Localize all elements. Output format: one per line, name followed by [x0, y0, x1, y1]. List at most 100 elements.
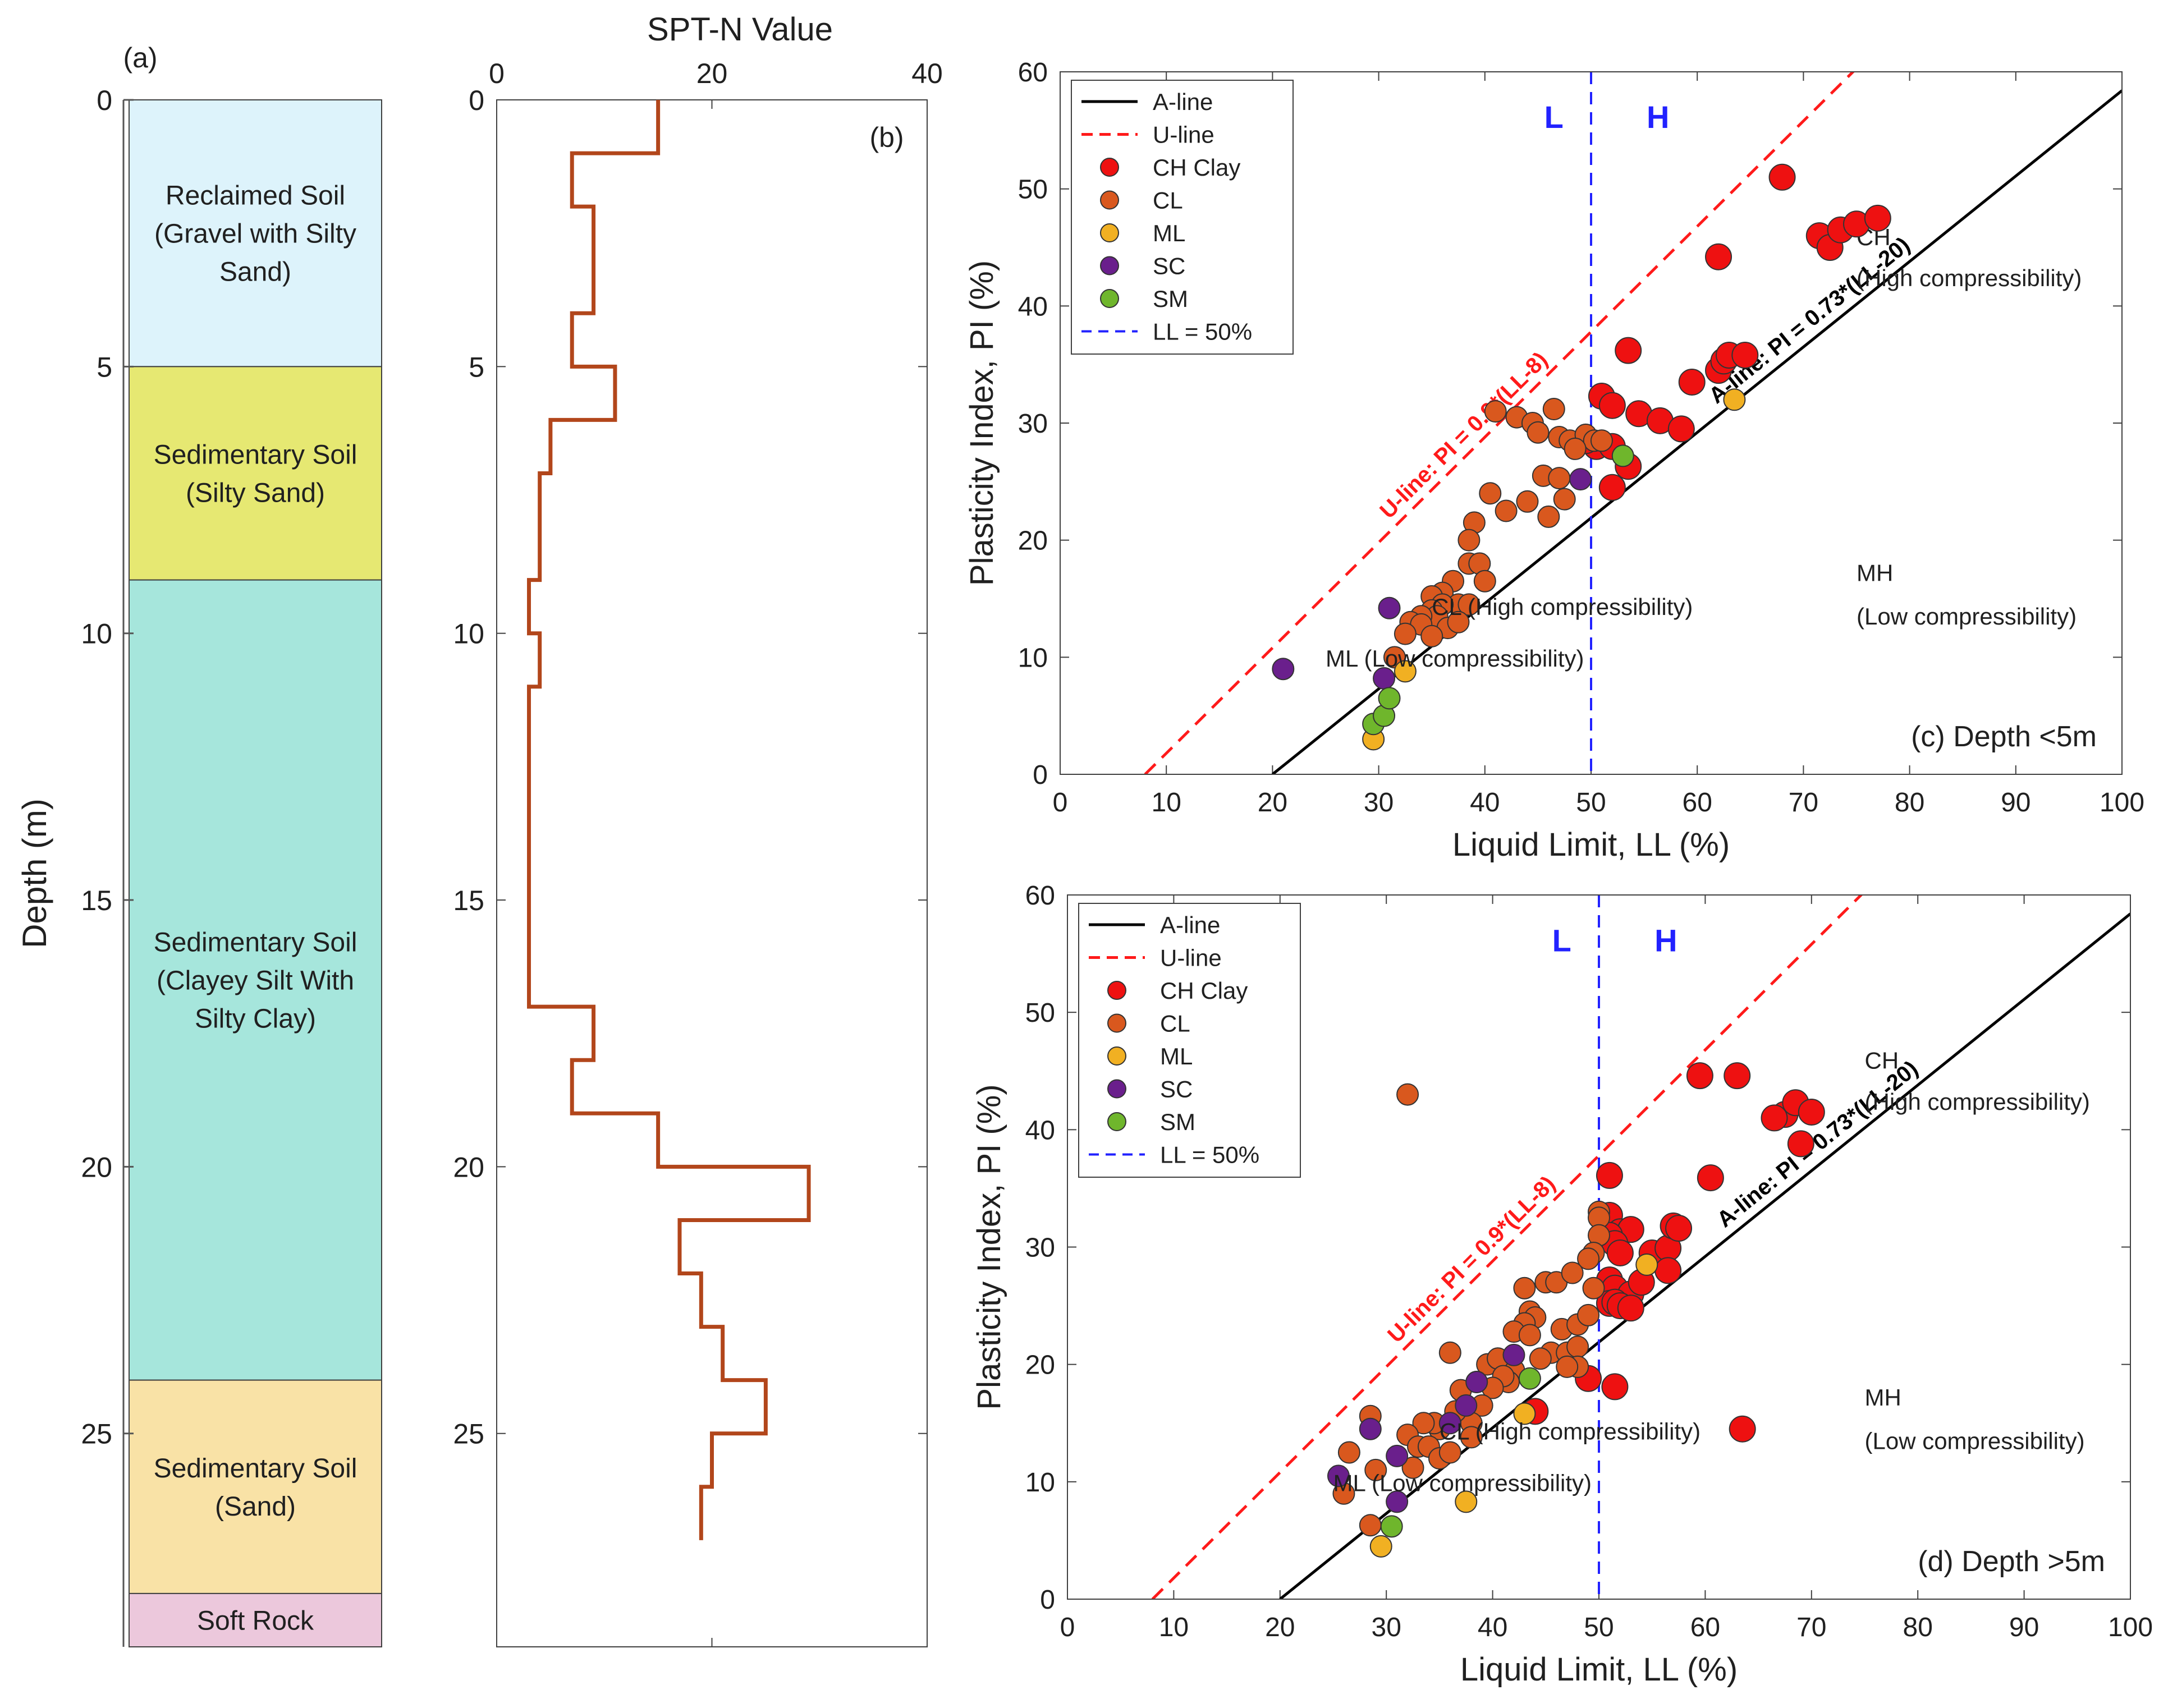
point-d-sc-5	[1386, 1444, 1409, 1467]
x-axis-title-d: Liquid Limit, LL (%)	[1460, 1651, 1738, 1688]
point-c-sc-2	[1272, 658, 1295, 681]
point-c-cl-22	[1473, 570, 1496, 593]
zone-label-ch-sub-d: (High compressibility)	[1865, 1089, 2090, 1115]
legend-swatch-c-sm	[1100, 289, 1119, 308]
point-d-ch-clay-7	[1596, 1161, 1623, 1189]
zone-label-h-c: H	[1647, 99, 1669, 135]
legend-label-d-u-line: U-line	[1160, 945, 1222, 971]
spt-n-tick-label-20: 20	[696, 58, 728, 89]
legend-swatch-c-ch-clay	[1100, 158, 1119, 177]
x-tick-label-c-60: 60	[1683, 788, 1712, 818]
point-c-ch-clay-7	[1615, 337, 1642, 364]
point-c-cl-4	[1542, 397, 1565, 420]
legend-label-d-sm: SM	[1160, 1109, 1195, 1135]
panel-a-soil-column: Reclaimed Soil (Gravel with Silty Sand) Sed…	[16, 42, 382, 1648]
point-d-ch-clay-8	[1697, 1164, 1724, 1192]
panel-b-label: (b)	[869, 122, 904, 153]
point-d-sc-0	[1502, 1343, 1525, 1366]
point-c-cl-16	[1537, 505, 1560, 528]
soil-layer-0-label-1: (Gravel with Silty	[154, 219, 356, 249]
plot-frame-d	[1067, 894, 2131, 1600]
point-d-ch-clay-15	[1665, 1215, 1693, 1242]
legend-swatch-d-cl	[1107, 1013, 1126, 1033]
point-d-cl-40	[1412, 1412, 1435, 1435]
point-d-ml-3	[1369, 1535, 1392, 1558]
point-d-cl-0	[1396, 1083, 1419, 1106]
point-c-ch-clay-17	[1598, 474, 1626, 501]
legend-swatch-c-sc	[1100, 256, 1119, 276]
point-c-cl-11	[1479, 482, 1502, 505]
zone-label-mh-d: MH	[1865, 1384, 1901, 1411]
x-tick-label-d-70: 70	[1796, 1613, 1826, 1642]
y-tick-label-d-50: 50	[1025, 998, 1055, 1028]
legend-swatch-d-ch-clay	[1107, 981, 1126, 1000]
point-c-cl-9	[1590, 429, 1613, 452]
point-d-cl-6	[1582, 1277, 1605, 1300]
point-c-ch-clay-5	[1864, 204, 1891, 232]
y-tick-label-c-20: 20	[1018, 526, 1048, 556]
point-c-cl-12	[1495, 499, 1518, 522]
point-d-ch-clay-0	[1686, 1062, 1713, 1090]
zone-label-mh-c: MH	[1857, 560, 1893, 586]
point-d-cl-10	[1513, 1277, 1536, 1300]
panel-c-plasticity-chart: 0 10 20 30 40 50 60 70 80 90 100 0 10 20 30 40 50 60 Liqui…	[964, 58, 2144, 863]
point-c-cl-0	[1484, 400, 1507, 423]
x-tick-label-d-40: 40	[1478, 1613, 1507, 1642]
y-tick-label-c-50: 50	[1018, 175, 1048, 205]
point-d-ch-clay-29	[1601, 1373, 1629, 1401]
point-d-ch-clay-18	[1606, 1239, 1634, 1266]
point-d-cl-15	[1518, 1324, 1541, 1347]
soil-layer-1-label-1: (Silty Sand)	[186, 478, 325, 508]
depth-tick-label-20: 20	[81, 1151, 112, 1183]
point-c-cl-13	[1516, 490, 1539, 513]
y-axis-title-d: Plasticity Index, PI (%)	[971, 1084, 1007, 1409]
plot-frame-c	[1060, 71, 2123, 775]
legend-label-d-ll-50-: LL = 50%	[1160, 1142, 1259, 1168]
legend-label-c-a-line: A-line	[1153, 89, 1213, 115]
legend-swatch-d-ml	[1107, 1046, 1126, 1066]
depth-tick-label-15: 15	[81, 885, 112, 916]
point-d-cl-9	[1561, 1261, 1584, 1284]
panel-b-spt-profile: 0 5 10 15 20 25 0 20 40 SPT-N Value (b)	[453, 11, 943, 1647]
panel-annotation-d: (d) Depth >5m	[1918, 1545, 2105, 1578]
zone-label-ml-d: ML (Low compressibility)	[1333, 1470, 1592, 1496]
x-tick-label-d-80: 80	[1903, 1613, 1933, 1642]
point-d-cl-18	[1577, 1303, 1600, 1326]
zone-label-cl-c: CL (High compressibility)	[1432, 594, 1693, 620]
point-d-cl-46	[1401, 1456, 1424, 1479]
x-tick-label-d-20: 20	[1265, 1613, 1295, 1642]
point-c-cl-19	[1457, 529, 1481, 552]
point-c-cl-36	[1447, 610, 1470, 633]
point-d-cl-47	[1364, 1458, 1387, 1481]
x-tick-label-d-30: 30	[1372, 1613, 1401, 1642]
x-tick-label-c-10: 10	[1152, 788, 1181, 818]
a-line-c	[1271, 89, 2122, 774]
point-d-ch-clay-4	[1798, 1098, 1825, 1126]
x-tick-label-c-90: 90	[2001, 788, 2031, 818]
point-c-cl-37	[1394, 622, 1417, 645]
soil-layer-4	[129, 1592, 382, 1648]
point-c-ml-2	[1394, 660, 1417, 683]
legend-swatch-c-cl	[1100, 190, 1119, 210]
x-tick-label-d-0: 0	[1060, 1613, 1075, 1642]
zone-label-mh-sub-d: (Low compressibility)	[1865, 1427, 2085, 1454]
legend-label-d-cl: CL	[1160, 1011, 1190, 1037]
depth-axis-title: Depth (m)	[16, 798, 53, 948]
point-c-cl-27	[1457, 593, 1481, 616]
y-tick-label-c-10: 10	[1018, 643, 1048, 673]
legend-swatch-c-ml	[1100, 223, 1119, 242]
legend-label-c-cl: CL	[1153, 187, 1183, 214]
depth-tick-label-10: 10	[81, 618, 112, 650]
point-d-ml-1	[1513, 1402, 1536, 1425]
soil-layer-3	[129, 1379, 382, 1594]
soil-layer-0-label-2: Sand)	[219, 258, 291, 287]
y-tick-label-d-10: 10	[1025, 1468, 1055, 1498]
soil-layer-3-label-0: Sedimentary Soil	[154, 1454, 357, 1484]
point-d-ch-clay-30	[1729, 1415, 1756, 1443]
point-d-cl-21	[1566, 1335, 1589, 1358]
point-d-cl-24	[1529, 1347, 1552, 1370]
zone-label-l-d: L	[1552, 922, 1571, 958]
spt-depth-tick-label-5: 5	[469, 351, 484, 383]
point-c-ml-0	[1723, 388, 1746, 411]
